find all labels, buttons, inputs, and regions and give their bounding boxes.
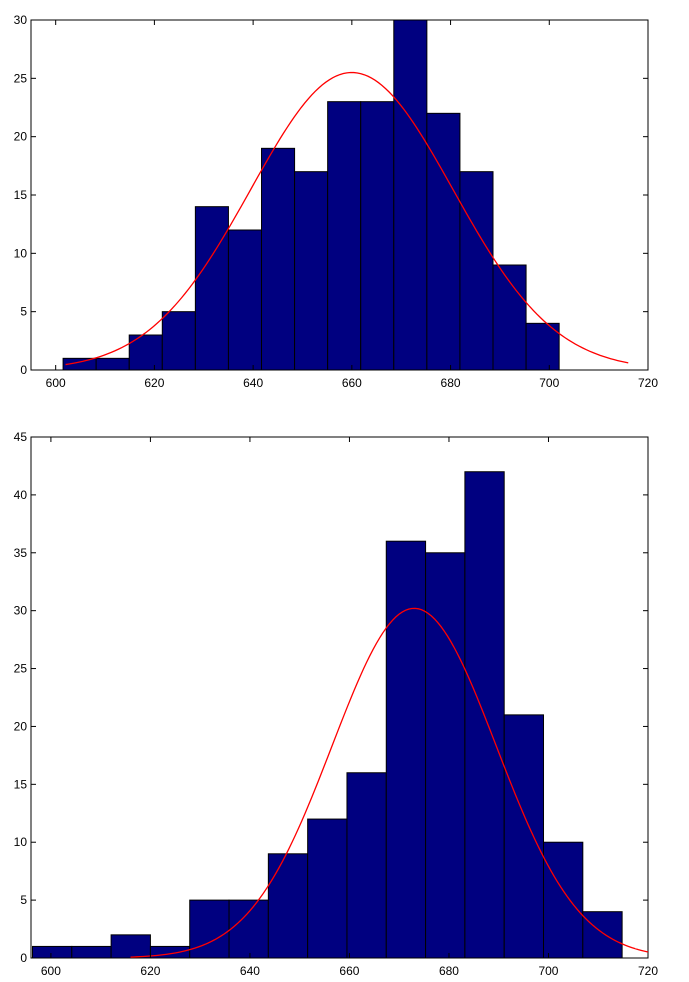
x-tick-label: 660 <box>339 964 359 978</box>
histogram-bar <box>149 945 191 959</box>
histogram-plot-bottom: 600 620 640 660 680 700 720 0 5 10 15 20 25 30 35 40 45 <box>14 430 659 978</box>
histogram-bar <box>307 818 348 959</box>
x-tick-label: 700 <box>539 376 559 390</box>
x-tick-label: 700 <box>538 964 558 978</box>
x-tick-label: 660 <box>342 376 362 390</box>
x-tick-label: 620 <box>144 376 164 390</box>
y-tick-label: 35 <box>14 546 28 560</box>
histogram-bar <box>385 540 427 959</box>
histogram-bar <box>261 147 296 371</box>
histogram-bar <box>194 206 229 371</box>
y-tick-label: 0 <box>20 363 27 377</box>
histogram-bar <box>71 945 112 959</box>
histogram-bar <box>161 311 196 371</box>
y-tick-label: 20 <box>14 130 28 144</box>
histogram-bar <box>327 101 362 371</box>
y-tick-label: 15 <box>14 777 28 791</box>
y-tick-label: 30 <box>14 13 28 27</box>
normal-fit-curve <box>65 71 629 366</box>
y-tick-label: 10 <box>14 246 28 260</box>
x-tick-label: 640 <box>240 964 260 978</box>
x-tick-label: 620 <box>140 964 160 978</box>
x-tick-label: 720 <box>638 964 658 978</box>
y-tick-label: 25 <box>14 71 28 85</box>
histogram-bar <box>110 934 151 959</box>
y-tick-label: 45 <box>14 430 28 444</box>
histogram-bar <box>360 101 395 371</box>
y-tick-label: 25 <box>14 662 28 676</box>
y-tick-label: 20 <box>14 719 28 733</box>
y-tick-label: 5 <box>20 893 27 907</box>
normal-fit-curve <box>130 607 649 958</box>
histogram-bar <box>503 714 545 959</box>
histogram-bar <box>346 772 387 959</box>
histogram-bar <box>95 357 130 371</box>
x-tick-label: 680 <box>439 964 459 978</box>
y-tick-label: 15 <box>14 188 28 202</box>
x-tick-label: 680 <box>441 376 461 390</box>
y-tick-label: 30 <box>14 604 28 618</box>
y-tick-label: 10 <box>14 835 28 849</box>
y-tick-label: 0 <box>20 951 27 965</box>
histogram-bar <box>31 945 73 959</box>
histogram-bar <box>525 322 560 371</box>
histogram-bar <box>425 552 466 959</box>
histogram-bar <box>189 899 230 959</box>
histogram-plot-top: 600 620 640 660 680 700 720 0 5 10 15 20 25 30 <box>14 13 659 390</box>
histogram-bar <box>459 171 494 371</box>
x-tick-label: 600 <box>46 376 66 390</box>
y-tick-label: 40 <box>14 488 28 502</box>
histogram-bar <box>228 899 269 959</box>
histogram-bar <box>267 853 309 959</box>
histogram-bar <box>393 19 428 371</box>
x-tick-label: 720 <box>638 376 658 390</box>
y-tick-label: 5 <box>20 305 27 319</box>
histogram-bar <box>543 841 584 959</box>
x-tick-label: 600 <box>41 964 61 978</box>
histogram-bar <box>582 911 623 959</box>
histogram-bar <box>227 229 263 371</box>
x-tick-label: 640 <box>243 376 263 390</box>
histogram-bar <box>294 171 329 371</box>
